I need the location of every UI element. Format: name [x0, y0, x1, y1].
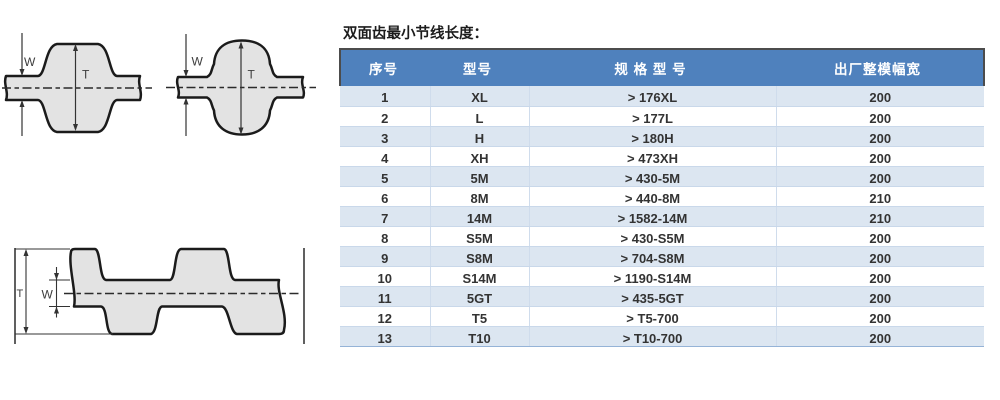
svg-text:W: W — [24, 55, 36, 69]
svg-text:W: W — [192, 55, 204, 69]
svg-text:T: T — [82, 68, 90, 82]
svg-text:T: T — [248, 68, 256, 82]
svg-text:W: W — [42, 288, 54, 302]
svg-text:T: T — [17, 288, 24, 300]
